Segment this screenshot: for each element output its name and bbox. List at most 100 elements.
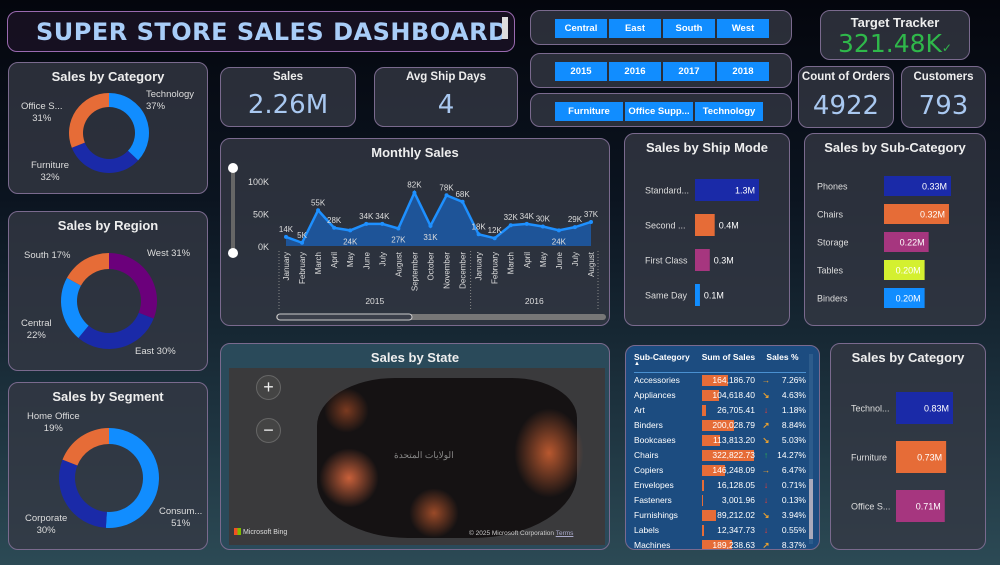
scroll-indicator[interactable] bbox=[502, 17, 508, 39]
bar[interactable] bbox=[896, 490, 945, 522]
label-home-office: Home Office 19% bbox=[27, 411, 80, 434]
table-row[interactable]: Bookcases 113,813.20 ↘ 5.03% bbox=[634, 433, 806, 448]
table-row[interactable]: Copiers 146,248.09 → 6.47% bbox=[634, 463, 806, 478]
bar[interactable] bbox=[695, 179, 759, 201]
sub-category-cell: Art bbox=[634, 405, 645, 415]
slice-central[interactable] bbox=[60, 277, 89, 338]
sales-data-bar bbox=[701, 419, 735, 431]
data-point[interactable] bbox=[476, 232, 481, 237]
table-row[interactable]: Binders 200,028.79 ↗ 8.84% bbox=[634, 418, 806, 433]
bar[interactable] bbox=[884, 204, 949, 224]
slice-office-s-[interactable] bbox=[69, 93, 109, 148]
dashboard-title: SUPER STORE SALES DASHBOARD bbox=[36, 18, 509, 46]
data-point[interactable] bbox=[428, 223, 433, 228]
bar[interactable] bbox=[695, 249, 710, 271]
table-row[interactable]: Labels 12,347.73 ↓ 0.55% bbox=[634, 523, 806, 538]
data-point[interactable] bbox=[524, 221, 529, 226]
slice-west[interactable] bbox=[109, 253, 157, 319]
table-row[interactable]: Art 26,705.41 ↓ 1.18% bbox=[634, 403, 806, 418]
data-point[interactable] bbox=[412, 190, 417, 195]
data-point[interactable] bbox=[492, 236, 497, 241]
slice-east[interactable] bbox=[78, 312, 154, 349]
slicer-2017[interactable]: 2017 bbox=[663, 62, 715, 81]
range-slider-bottom-handle[interactable] bbox=[228, 248, 238, 258]
data-point[interactable] bbox=[396, 226, 401, 231]
data-point[interactable] bbox=[300, 240, 305, 245]
data-point[interactable] bbox=[572, 225, 577, 230]
table-scrollbar[interactable] bbox=[809, 354, 813, 544]
bar[interactable] bbox=[884, 260, 925, 280]
slice-consum-[interactable] bbox=[105, 428, 160, 528]
slicer-east[interactable]: East bbox=[609, 19, 661, 38]
slicer-technology[interactable]: Technology bbox=[695, 102, 763, 121]
slicer-south[interactable]: South bbox=[663, 19, 715, 38]
value-label: 0.22M bbox=[900, 238, 925, 248]
header-sales-pct[interactable]: Sales % bbox=[766, 352, 799, 362]
segment-donut[interactable] bbox=[9, 383, 209, 551]
category-label: Storage bbox=[817, 238, 849, 248]
chart-title: Sales by Sub-Category bbox=[824, 140, 966, 155]
sub-category-table-card: Sub-Category ▲ Sum of Sales Sales % Acces… bbox=[625, 345, 820, 550]
slice-furniture[interactable] bbox=[71, 142, 139, 173]
data-label: 5K bbox=[297, 231, 307, 240]
bar[interactable] bbox=[695, 284, 700, 306]
sales-pct-cell: 8.84% bbox=[781, 420, 806, 430]
slicer-central[interactable]: Central bbox=[555, 19, 607, 38]
bar[interactable] bbox=[884, 232, 929, 252]
bar[interactable] bbox=[884, 176, 951, 196]
table-row[interactable]: Fasteners 3,001.96 ↓ 0.13% bbox=[634, 493, 806, 508]
zoom-out-button[interactable]: − bbox=[256, 418, 281, 443]
category-label: Phones bbox=[817, 182, 848, 192]
data-point[interactable] bbox=[444, 193, 449, 198]
bar[interactable] bbox=[695, 214, 715, 236]
data-point[interactable] bbox=[460, 199, 465, 204]
data-point[interactable] bbox=[380, 221, 385, 226]
slice-technology[interactable] bbox=[109, 93, 150, 161]
region-donut[interactable] bbox=[9, 212, 209, 372]
terms-link[interactable]: Terms bbox=[555, 530, 574, 537]
range-slider-top-handle[interactable] bbox=[228, 163, 238, 173]
slicer-office-supp-[interactable]: Office Supp... bbox=[625, 102, 693, 121]
data-point[interactable] bbox=[556, 228, 561, 233]
table-row[interactable]: Machines 189,238.63 ↗ 8.37% bbox=[634, 538, 806, 549]
table-row[interactable]: Chairs 322,822.73 ↑ 14.27% bbox=[634, 448, 806, 463]
horizontal-scrollbar-thumb[interactable] bbox=[276, 313, 413, 321]
data-point[interactable] bbox=[508, 223, 513, 228]
table-row[interactable]: Furnishings 89,212.02 ↘ 3.94% bbox=[634, 508, 806, 523]
data-point[interactable] bbox=[316, 208, 321, 213]
slicer-2015[interactable]: 2015 bbox=[555, 62, 607, 81]
map-canvas[interactable]: الولايات المتحدة + − Microsoft Bing © 20… bbox=[229, 368, 605, 545]
slicer-2018[interactable]: 2018 bbox=[717, 62, 769, 81]
table-row[interactable]: Appliances 104,618.40 ↘ 4.63% bbox=[634, 388, 806, 403]
data-point[interactable] bbox=[589, 219, 593, 224]
header-sum-of-sales[interactable]: Sum of Sales bbox=[701, 352, 756, 362]
table-row[interactable]: Envelopes 16,128.05 ↓ 0.71% bbox=[634, 478, 806, 493]
trend-arrow-icon: ↑ bbox=[763, 450, 769, 460]
slice-home-office[interactable] bbox=[62, 428, 109, 466]
data-point[interactable] bbox=[284, 234, 288, 239]
bar[interactable] bbox=[896, 392, 953, 424]
chart-title: Sales by Segment bbox=[52, 389, 164, 404]
header-sub-category[interactable]: Sub-Category ▲ bbox=[634, 352, 690, 367]
sales-data-bar bbox=[701, 449, 754, 461]
bar[interactable] bbox=[884, 288, 925, 308]
range-slider-track[interactable] bbox=[231, 169, 235, 254]
slicer-furniture[interactable]: Furniture bbox=[555, 102, 623, 121]
data-point[interactable] bbox=[332, 225, 337, 230]
zoom-in-button[interactable]: + bbox=[256, 375, 281, 400]
data-point[interactable] bbox=[348, 228, 353, 233]
table-row[interactable]: Accessories 164,186.70 → 7.26% bbox=[634, 373, 806, 388]
chart-title: Sales by Category bbox=[51, 69, 165, 84]
category-donut[interactable] bbox=[9, 63, 209, 195]
slice-corporate[interactable] bbox=[58, 459, 107, 528]
x-tick-label: March bbox=[314, 252, 323, 274]
sales-pct-cell: 7.26% bbox=[781, 375, 806, 386]
data-point[interactable] bbox=[540, 224, 545, 229]
slicer-2016[interactable]: 2016 bbox=[609, 62, 661, 81]
target-tracker-card: Target Tracker 321.48K✓ bbox=[820, 10, 970, 60]
label-south: South 17% bbox=[24, 250, 71, 261]
slice-south[interactable] bbox=[66, 253, 109, 286]
slicer-west[interactable]: West bbox=[717, 19, 769, 38]
bar[interactable] bbox=[896, 441, 947, 473]
data-point[interactable] bbox=[364, 221, 369, 226]
